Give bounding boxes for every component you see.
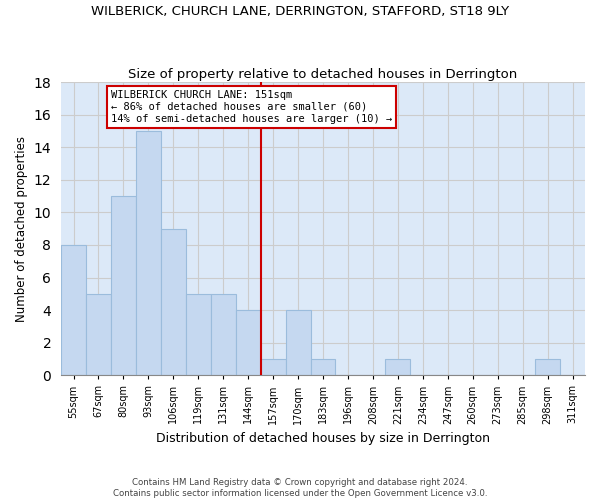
Bar xyxy=(61,245,86,376)
Bar xyxy=(136,131,161,376)
Bar xyxy=(535,359,560,376)
Bar xyxy=(86,294,111,376)
Bar xyxy=(236,310,260,376)
X-axis label: Distribution of detached houses by size in Derrington: Distribution of detached houses by size … xyxy=(156,432,490,445)
Bar xyxy=(161,228,186,376)
Bar xyxy=(286,310,311,376)
Y-axis label: Number of detached properties: Number of detached properties xyxy=(15,136,28,322)
Bar xyxy=(385,359,410,376)
Text: WILBERICK, CHURCH LANE, DERRINGTON, STAFFORD, ST18 9LY: WILBERICK, CHURCH LANE, DERRINGTON, STAF… xyxy=(91,5,509,18)
Bar xyxy=(260,359,286,376)
Bar xyxy=(311,359,335,376)
Bar xyxy=(211,294,236,376)
Title: Size of property relative to detached houses in Derrington: Size of property relative to detached ho… xyxy=(128,68,518,81)
Text: Contains HM Land Registry data © Crown copyright and database right 2024.
Contai: Contains HM Land Registry data © Crown c… xyxy=(113,478,487,498)
Bar xyxy=(186,294,211,376)
Text: WILBERICK CHURCH LANE: 151sqm
← 86% of detached houses are smaller (60)
14% of s: WILBERICK CHURCH LANE: 151sqm ← 86% of d… xyxy=(111,90,392,124)
Bar xyxy=(111,196,136,376)
